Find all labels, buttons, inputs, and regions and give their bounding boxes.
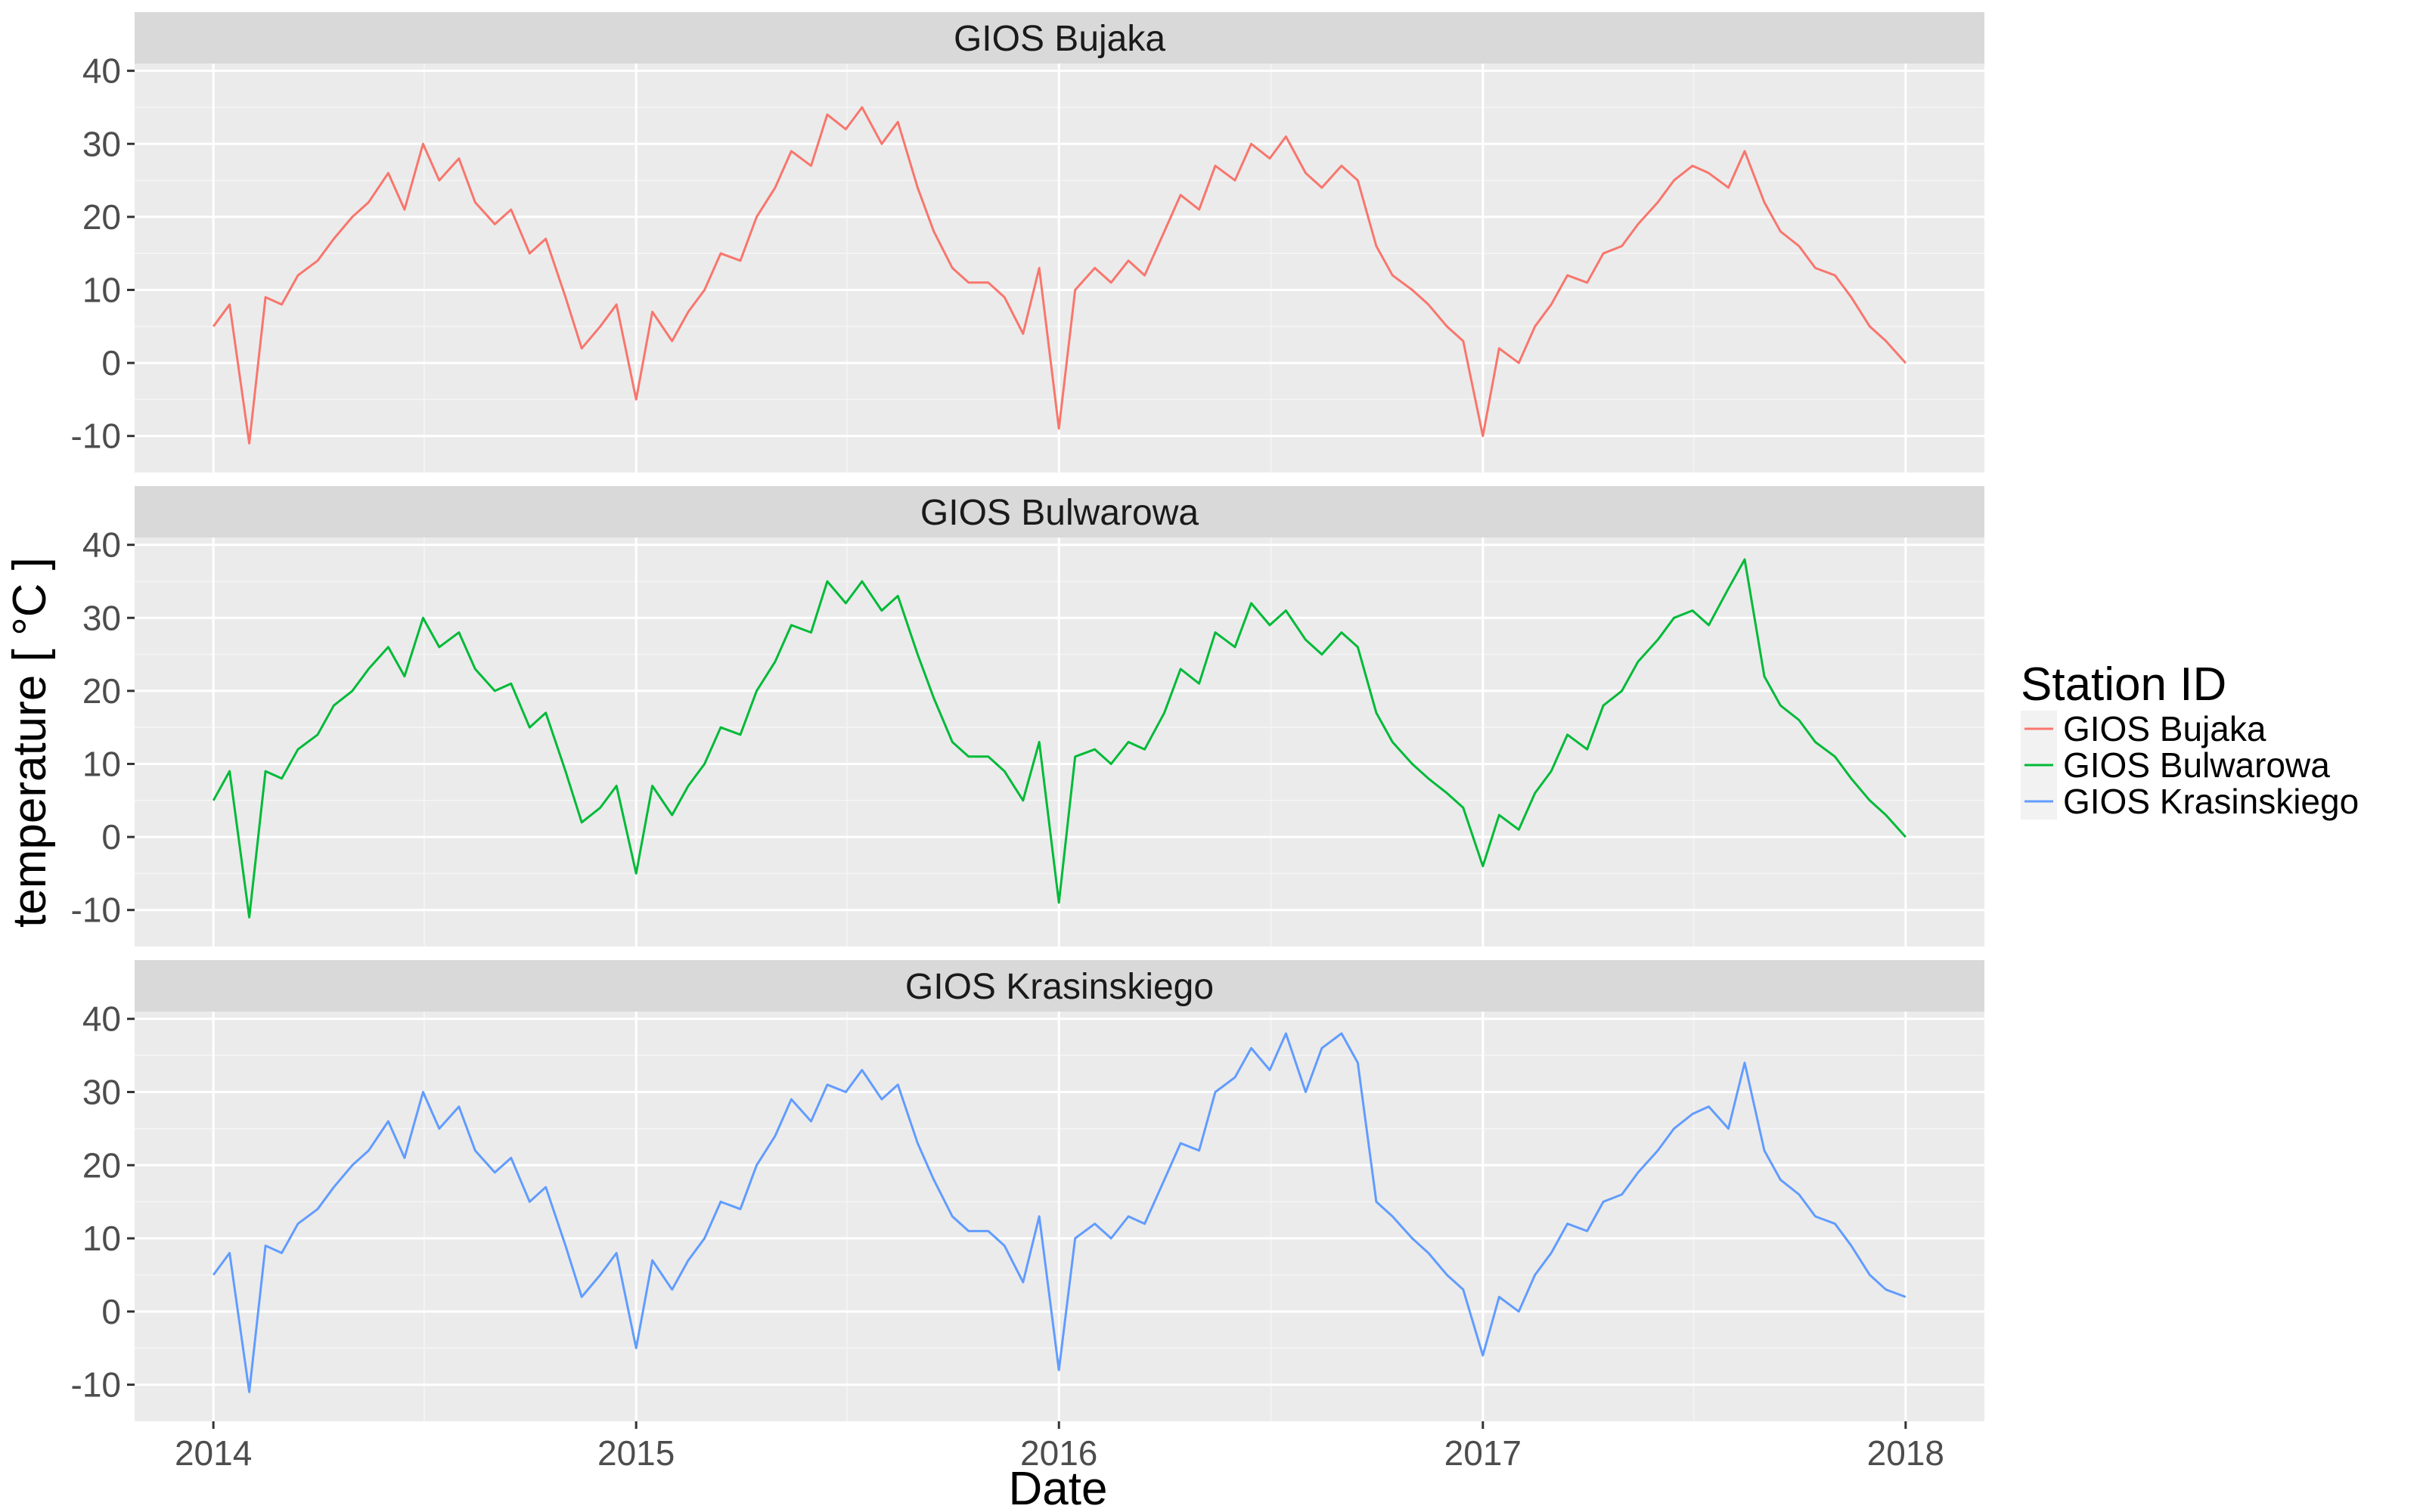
series-line-2 (212, 558, 1907, 919)
y-tick-label: 0 (101, 1292, 121, 1331)
y-tick-label: 40 (82, 51, 121, 91)
legend-label: GIOS Krasinskiego (2063, 782, 2359, 821)
facet-panel-1: GIOS Bujaka -10 0 10 20 30 40 (71, 12, 1984, 472)
x-tick-label: 2018 (1867, 1433, 1944, 1473)
y-tick-label: 20 (82, 197, 121, 237)
y-tick-label: -10 (71, 1365, 121, 1405)
y-tick-label: -10 (71, 417, 121, 456)
facet-strip (135, 960, 1984, 1012)
facet-panel-2: GIOS Bulwarowa -10 0 10 20 30 40 (71, 486, 1984, 947)
legend-label: GIOS Bujaka (2063, 709, 2266, 748)
y-tick-label: 30 (82, 1072, 121, 1111)
series-line-1 (212, 106, 1907, 445)
facet-strip-label: GIOS Bujaka (954, 19, 1165, 59)
x-axis-title: Date (1009, 1463, 1108, 1512)
facet-panel-3: GIOS Krasinskiego -10 0 10 20 30 40 (71, 960, 1984, 1421)
y-tick-label: 20 (82, 671, 121, 711)
y-tick-label: -10 (71, 891, 121, 930)
y-tick-label: 30 (82, 598, 121, 637)
y-tick-label: 40 (82, 525, 121, 565)
x-tick-label: 2016 (1020, 1433, 1097, 1473)
y-axis-title: temperature [ °C ] (4, 557, 56, 928)
y-tick-label: 40 (82, 999, 121, 1039)
y-tick-label: 0 (101, 817, 121, 857)
legend-label: GIOS Bulwarowa (2063, 745, 2330, 785)
legend-title: Station ID (2021, 658, 2226, 711)
x-tick-label: 2014 (175, 1433, 252, 1473)
facet-panels: GIOS Bujaka -10 0 10 20 30 40 GIOS Bulwarowa -10… (71, 12, 1984, 1421)
x-axis: 2014 2015 2016 2017 2018 (175, 1421, 1944, 1473)
y-tick-label: 10 (82, 270, 121, 309)
facet-strip (135, 486, 1984, 538)
x-tick-label: 2015 (597, 1433, 675, 1473)
y-tick-label: 10 (82, 744, 121, 783)
x-tick-label: 2017 (1444, 1433, 1522, 1473)
facet-strip (135, 12, 1984, 64)
y-tick-label: 0 (101, 343, 121, 383)
y-tick-label: 20 (82, 1145, 121, 1185)
y-tick-label: 10 (82, 1219, 121, 1258)
y-tick-label: 30 (82, 124, 121, 163)
series-line-3 (212, 1032, 1907, 1393)
facet-strip-label: GIOS Krasinskiego (905, 967, 1214, 1007)
facet-strip-label: GIOS Bulwarowa (920, 493, 1199, 533)
